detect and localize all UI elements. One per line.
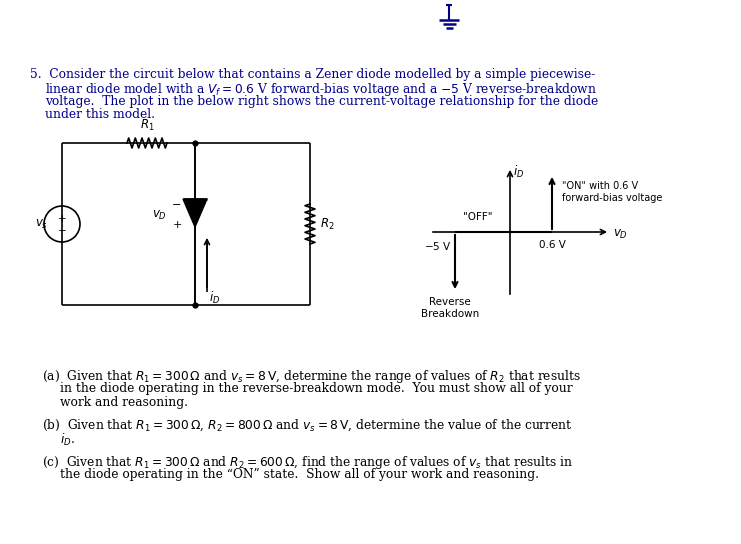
Text: work and reasoning.: work and reasoning. <box>60 396 188 409</box>
Text: linear diode model with a $V_f = 0.6$ V forward-bias voltage and a $-5$ V revers: linear diode model with a $V_f = 0.6$ V … <box>45 82 597 98</box>
Text: 0.6 V: 0.6 V <box>539 240 565 250</box>
Text: (c)  Given that $R_1 = 300\,\Omega$ and $R_2 = 600\,\Omega$, find the range of v: (c) Given that $R_1 = 300\,\Omega$ and $… <box>42 454 574 471</box>
Text: +: + <box>58 214 66 224</box>
Text: −: − <box>173 200 182 210</box>
Text: Reverse
Breakdown: Reverse Breakdown <box>421 297 479 319</box>
Text: +: + <box>173 220 182 230</box>
Text: $i_D$: $i_D$ <box>513 164 524 180</box>
Text: $-5$ V: $-5$ V <box>425 240 452 252</box>
Text: voltage.  The plot in the below right shows the current-voltage relationship for: voltage. The plot in the below right sho… <box>45 95 598 108</box>
Text: $R_2$: $R_2$ <box>320 217 335 232</box>
Text: under this model.: under this model. <box>45 108 155 121</box>
Text: $i_D$.: $i_D$. <box>60 432 75 448</box>
Text: −: − <box>58 226 67 236</box>
Text: $v_s$: $v_s$ <box>35 218 48 231</box>
Text: $v_D$: $v_D$ <box>152 208 167 221</box>
Text: the diode operating in the “ON” state.  Show all of your work and reasoning.: the diode operating in the “ON” state. S… <box>60 468 539 481</box>
Text: (a)  Given that $R_1 = 300\,\Omega$ and $v_s = 8\,\mathrm{V}$, determine the ran: (a) Given that $R_1 = 300\,\Omega$ and $… <box>42 368 581 385</box>
Text: "ON" with 0.6 V
forward-bias voltage: "ON" with 0.6 V forward-bias voltage <box>562 181 662 203</box>
Text: $v_D$: $v_D$ <box>613 227 628 240</box>
Text: in the diode operating in the reverse-breakdown mode.  You must show all of your: in the diode operating in the reverse-br… <box>60 382 573 395</box>
Text: 5.  Consider the circuit below that contains a Zener diode modelled by a simple : 5. Consider the circuit below that conta… <box>30 68 595 81</box>
Text: "OFF": "OFF" <box>462 212 492 222</box>
Text: $R_1$: $R_1$ <box>139 118 154 133</box>
Text: $i_D$: $i_D$ <box>209 290 220 306</box>
Polygon shape <box>183 199 207 227</box>
Text: (b)  Given that $R_1 = 300\,\Omega$, $R_2 = 800\,\Omega$ and $v_s = 8\,\mathrm{V: (b) Given that $R_1 = 300\,\Omega$, $R_2… <box>42 418 573 434</box>
